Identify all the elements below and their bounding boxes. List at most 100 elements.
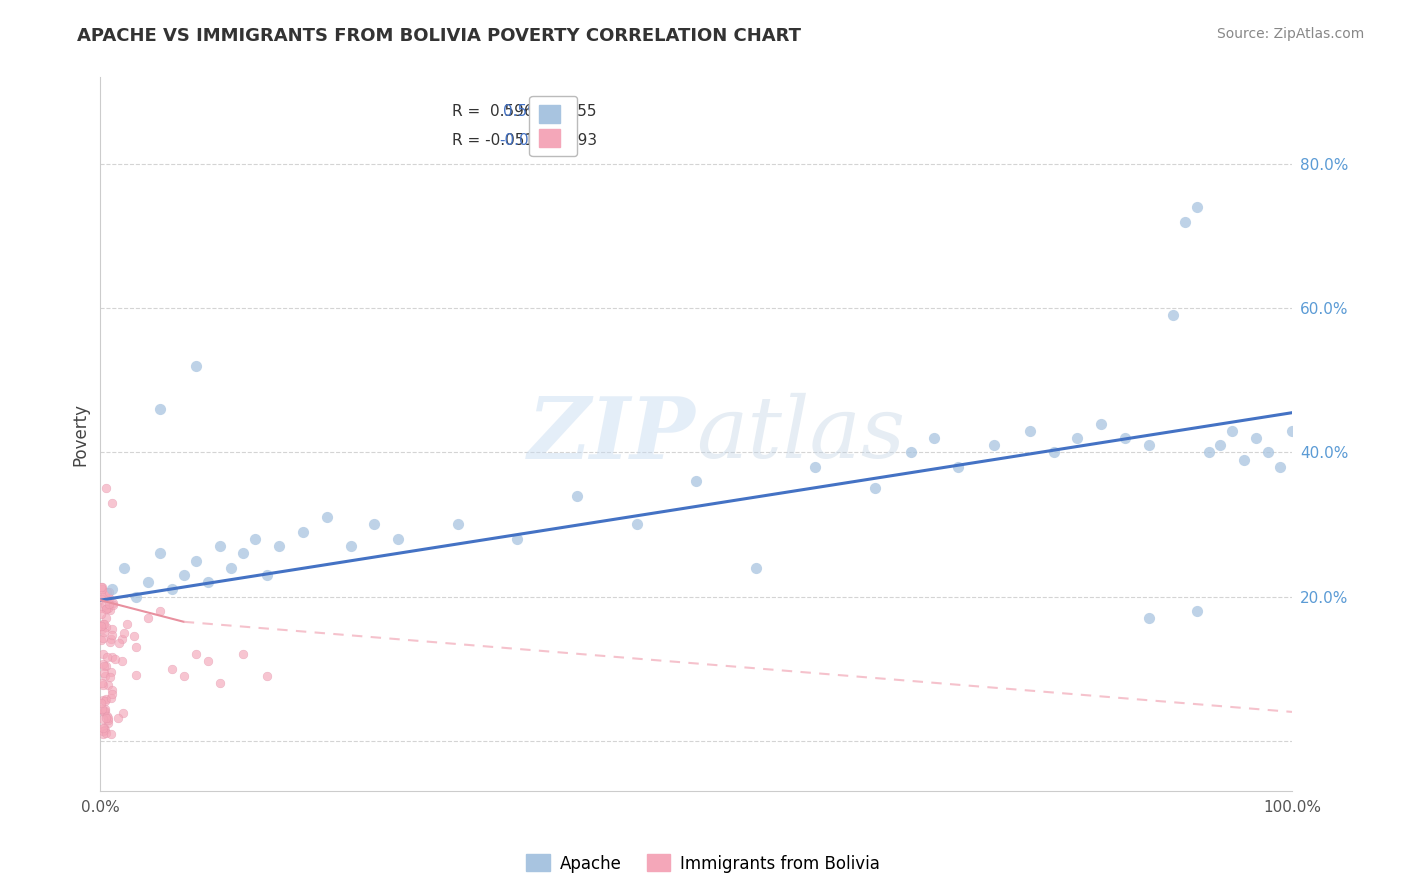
Text: R = -0.051  N = 93: R = -0.051 N = 93 [451, 133, 598, 148]
Point [96, 620, 118, 634]
Point [1090, 417, 1112, 431]
Point [97, 711, 120, 725]
Point [93, 721, 115, 735]
Point [91, 721, 114, 735]
Point [160, 582, 183, 597]
Point [94, 588, 117, 602]
Point [93, 669, 115, 683]
Point [565, 489, 588, 503]
Point [96, 650, 118, 665]
Point [94, 602, 117, 616]
Point [94, 702, 117, 716]
Point [94, 602, 117, 616]
Point [125, 590, 148, 604]
Point [1137, 611, 1160, 625]
Text: 0.596: 0.596 [503, 104, 547, 120]
Point [315, 510, 337, 524]
Point [91, 692, 114, 706]
Y-axis label: Poverty: Poverty [72, 403, 89, 466]
Point [232, 647, 254, 661]
Point [93, 694, 115, 708]
Point [1233, 452, 1256, 467]
Point [96, 711, 118, 725]
Point [363, 517, 385, 532]
Point [101, 582, 124, 597]
Point [221, 560, 243, 574]
Point [125, 640, 148, 654]
Text: ZIP: ZIP [529, 392, 696, 476]
Point [93, 705, 115, 719]
Legend: , : , [530, 95, 576, 156]
Point [124, 629, 146, 643]
Point [256, 669, 278, 683]
Point [506, 532, 529, 546]
Point [111, 632, 134, 646]
Point [1042, 445, 1064, 459]
Point [745, 560, 768, 574]
Point [184, 647, 207, 661]
Point [90, 580, 112, 594]
Point [94, 723, 117, 738]
Point [97, 591, 120, 606]
Point [94, 704, 117, 718]
Point [90, 618, 112, 632]
Point [339, 539, 361, 553]
Point [93, 624, 115, 639]
Point [100, 670, 122, 684]
Point [1198, 445, 1220, 459]
Point [136, 575, 159, 590]
Point [111, 706, 134, 720]
Point [136, 611, 159, 625]
Point [1209, 438, 1232, 452]
Point [91, 582, 114, 597]
Text: R =  0.596  N = 55: R = 0.596 N = 55 [451, 104, 596, 120]
Point [97, 601, 120, 615]
Point [93, 723, 115, 738]
Point [90, 587, 112, 601]
Point [184, 553, 207, 567]
Point [115, 616, 138, 631]
Point [101, 627, 124, 641]
Point [90, 702, 112, 716]
Text: -0.051: -0.051 [499, 133, 548, 148]
Point [93, 665, 115, 680]
Point [103, 596, 125, 610]
Point [112, 560, 135, 574]
Point [101, 496, 124, 510]
Point [96, 482, 118, 496]
Point [104, 652, 127, 666]
Point [1244, 431, 1267, 445]
Point [1268, 459, 1291, 474]
Text: APACHE VS IMMIGRANTS FROM BOLIVIA POVERTY CORRELATION CHART: APACHE VS IMMIGRANTS FROM BOLIVIA POVERT… [77, 27, 801, 45]
Point [924, 431, 946, 445]
Point [101, 649, 124, 664]
Point [94, 611, 117, 625]
Point [173, 568, 195, 582]
Point [149, 604, 172, 618]
Point [197, 655, 219, 669]
Point [98, 603, 121, 617]
Point [1137, 438, 1160, 452]
Point [1185, 200, 1208, 214]
Point [1114, 431, 1136, 445]
Point [111, 655, 134, 669]
Point [1222, 424, 1244, 438]
Point [96, 659, 118, 673]
Point [91, 712, 114, 726]
Text: Source: ZipAtlas.com: Source: ZipAtlas.com [1216, 27, 1364, 41]
Point [93, 616, 115, 631]
Point [208, 676, 231, 690]
Point [91, 677, 114, 691]
Point [184, 359, 207, 373]
Point [98, 597, 121, 611]
Point [149, 546, 172, 560]
Point [91, 657, 114, 671]
Point [863, 482, 886, 496]
Point [208, 539, 231, 553]
Point [93, 617, 115, 632]
Point [100, 690, 122, 705]
Point [96, 708, 118, 723]
Point [100, 687, 122, 701]
Point [291, 524, 314, 539]
Point [387, 532, 409, 546]
